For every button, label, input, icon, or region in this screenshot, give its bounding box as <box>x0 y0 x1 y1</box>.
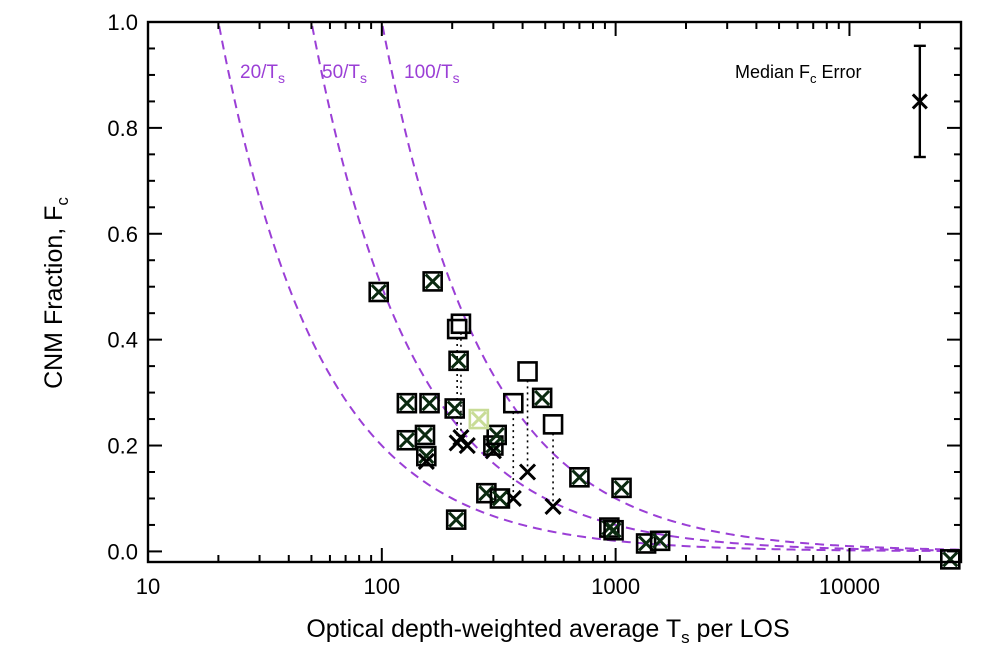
square-cross-light-point-cross <box>470 410 487 428</box>
square-cross-point <box>649 530 671 552</box>
square-cross-point-cross <box>534 389 551 406</box>
square-cross-point <box>603 519 624 541</box>
pair-square-point <box>446 318 468 340</box>
y-tick-label: 0.4 <box>107 328 138 353</box>
square-cross-point-cross <box>398 432 415 449</box>
pair-cross-point <box>518 463 537 481</box>
square-cross-point <box>445 509 467 530</box>
x-tick-label: 10 <box>136 574 160 599</box>
square-cross-light-point <box>468 408 490 430</box>
square-cross-point-cross <box>448 511 465 528</box>
y-axis-title: CNM Fraction, Fc <box>40 197 72 389</box>
curves <box>217 22 961 553</box>
pair-square-point <box>542 414 564 435</box>
x-tick-label: 1000 <box>591 574 640 599</box>
square-cross-point <box>414 424 436 446</box>
square-cross-point-cross <box>942 551 959 568</box>
square-cross-point-cross <box>424 273 441 290</box>
square-cross-point <box>635 533 657 554</box>
curve-label-50: 50/Ts <box>322 62 367 86</box>
square-cross-point <box>448 350 469 372</box>
square-cross-point-cross <box>418 448 435 465</box>
pair-square-point <box>450 313 472 335</box>
square-cross-point-cross <box>450 352 467 369</box>
cross-point <box>484 442 502 460</box>
x-tick-label: 100 <box>363 574 400 599</box>
square-cross-point-cross <box>491 490 508 507</box>
y-tick-label: 0.0 <box>107 539 138 564</box>
pair-square-point <box>517 361 538 382</box>
square-cross-point-cross <box>571 469 588 486</box>
square-cross-point <box>422 271 443 292</box>
square-cross-point <box>486 424 508 446</box>
square-cross-point-cross <box>652 532 669 549</box>
x-axis-title: Optical depth-weighted average Ts per LO… <box>306 615 789 647</box>
axes: 10 100 1000 10000 0.0 0.2 0.4 0.6 0.8 1.0 <box>107 10 963 599</box>
square-cross-point-cross <box>370 283 387 301</box>
x-tick-label: 10000 <box>819 574 880 599</box>
curve-label-100: 100/Ts <box>404 62 460 86</box>
paired-points <box>456 332 554 507</box>
square-cross-point-cross <box>605 522 622 539</box>
curve-label-20: 20/Ts <box>240 62 285 86</box>
square-cross-point-cross <box>416 426 434 444</box>
median-error-marker <box>911 93 928 110</box>
y-tick-label: 0.2 <box>107 434 138 459</box>
square-cross-point <box>569 466 590 488</box>
y-tick-label: 1.0 <box>107 10 138 35</box>
pair-cross-point <box>544 497 562 515</box>
square-cross-point <box>444 398 466 419</box>
square-cross-point-cross <box>488 426 505 444</box>
square-cross-point <box>419 392 440 414</box>
square-cross-point <box>396 392 418 414</box>
square-cross-point <box>611 477 632 499</box>
square-cross-point-cross <box>446 400 463 417</box>
curve-100 <box>380 22 961 551</box>
pair-square-point <box>502 392 524 414</box>
markers <box>368 44 961 570</box>
y-tick-label: 0.8 <box>107 116 138 141</box>
curve-50 <box>310 22 961 552</box>
square-cross-point <box>489 488 511 509</box>
square-cross-point <box>599 517 620 538</box>
square-cross-point <box>531 387 553 409</box>
square-cross-point-cross <box>421 395 438 412</box>
cross-point <box>417 452 435 470</box>
cross-point <box>458 436 476 455</box>
square-cross-point-cross <box>398 395 415 412</box>
median-error-label: Median Fc Error <box>735 62 862 86</box>
square-cross-point <box>416 445 437 467</box>
square-cross-point-cross <box>613 479 630 496</box>
y-tick-label: 0.6 <box>107 222 138 247</box>
square-cross-point <box>940 549 961 570</box>
plot-frame <box>146 20 963 564</box>
curve-20 <box>217 22 961 553</box>
square-cross-point <box>368 281 390 303</box>
